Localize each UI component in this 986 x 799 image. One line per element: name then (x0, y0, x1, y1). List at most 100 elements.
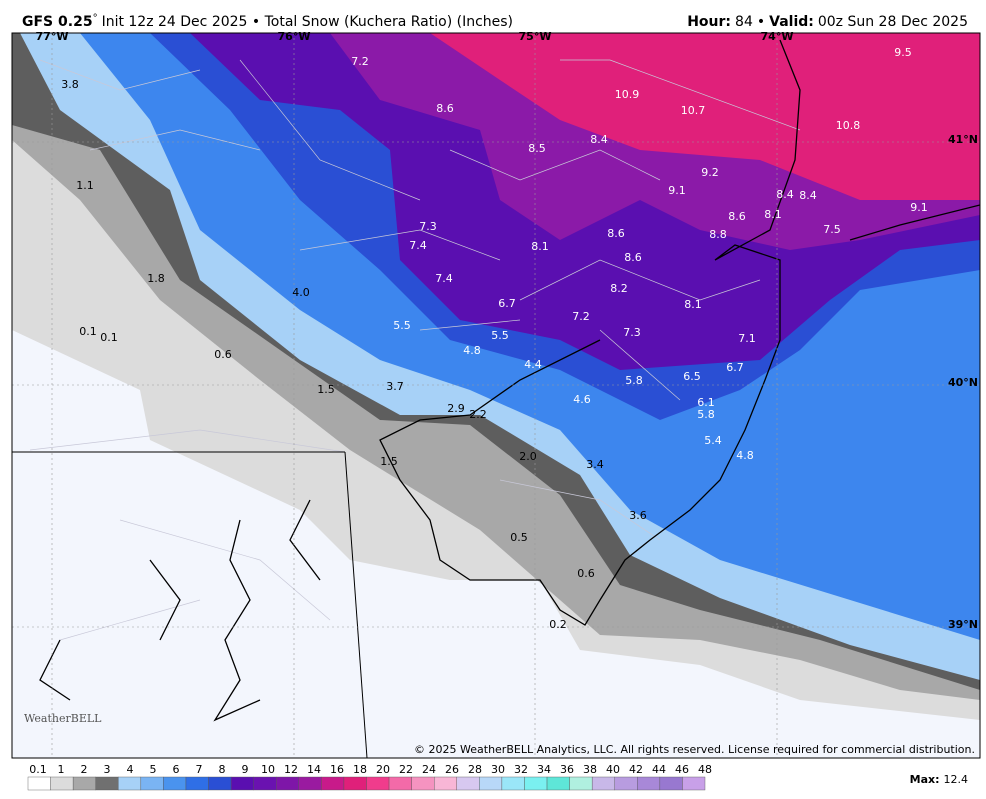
point-value: 2.9 (447, 402, 465, 415)
point-value: 7.2 (572, 310, 590, 323)
colorbar-swatch (95, 776, 119, 791)
point-value: 6.7 (498, 297, 516, 310)
colorbar-swatch (72, 776, 96, 791)
point-value: 7.3 (419, 220, 437, 233)
point-value: 8.8 (709, 228, 727, 241)
colorbar-swatch (163, 776, 187, 791)
colorbar-swatch (50, 776, 74, 791)
colorbar-swatch (682, 776, 706, 791)
colorbar-label: 16 (330, 763, 344, 776)
colorbar-swatch (637, 776, 661, 791)
coastline (39, 499, 321, 722)
point-value: 7.3 (623, 326, 641, 339)
colorbar-swatch (388, 776, 412, 791)
point-value: 8.1 (531, 240, 549, 253)
colorbar-label: 36 (560, 763, 574, 776)
point-value: 9.1 (668, 184, 686, 197)
point-value: 3.7 (386, 380, 404, 393)
colorbar-label: 5 (150, 763, 157, 776)
point-value: 8.6 (624, 251, 642, 264)
point-value: 1.5 (317, 383, 335, 396)
header-left: GFS 0.25° Init 12z 24 Dec 2025 • Total Sn… (22, 13, 513, 30)
colorbar-swatch (366, 776, 390, 791)
colorbar-swatch (185, 776, 209, 791)
valid: 00z Sun 28 Dec 2025 (818, 14, 968, 30)
colorbar-swatch (230, 776, 254, 791)
point-value: 9.5 (894, 46, 912, 59)
colorbar-label: 4 (127, 763, 134, 776)
colorbar-label: 42 (629, 763, 643, 776)
colorbar-swatch (27, 776, 51, 791)
colorbar-label: 24 (422, 763, 436, 776)
point-value: 4.4 (524, 358, 542, 371)
band (430, 33, 980, 200)
colorbar-swatch (253, 776, 277, 791)
separator: • (757, 14, 765, 30)
point-value: 10.8 (836, 119, 861, 132)
graticule-label: 39°N (948, 618, 978, 631)
colorbar-label: 1 (58, 763, 65, 776)
colorbar-label: 10 (261, 763, 275, 776)
graticule-label: 77°W (36, 30, 69, 43)
point-value: 5.8 (625, 374, 643, 387)
logo: WeatherBELL (24, 712, 102, 725)
point-value: 10.9 (615, 88, 640, 101)
point-value: 8.6 (728, 210, 746, 223)
colorbar-swatch (614, 776, 638, 791)
point-value: 8.4 (590, 133, 608, 146)
point-value: 3.4 (586, 458, 604, 471)
colorbar-label: 30 (491, 763, 505, 776)
point-value: 1.5 (380, 455, 398, 468)
copyright: © 2025 WeatherBELL Analytics, LLC. All r… (414, 743, 975, 756)
colorbar-label: 38 (583, 763, 597, 776)
point-value: 8.2 (610, 282, 628, 295)
state-border (344, 451, 368, 758)
point-value: 7.4 (409, 239, 427, 252)
colorbar-label: 48 (698, 763, 712, 776)
point-value: 0.6 (577, 567, 595, 580)
point-value: 8.6 (436, 102, 454, 115)
point-value: 5.5 (491, 329, 509, 342)
graticule-label: 40°N (948, 376, 978, 389)
point-value: 8.4 (776, 188, 794, 201)
colorbar-swatch (140, 776, 164, 791)
colorbar-swatch (118, 776, 142, 791)
point-value: 1.1 (76, 179, 94, 192)
coastline (379, 39, 980, 626)
colorbar-swatch (501, 776, 525, 791)
point-value: 5.5 (393, 319, 411, 332)
colorbar-label: 40 (606, 763, 620, 776)
colorbar-swatch (659, 776, 683, 791)
colorbar-swatch (276, 776, 300, 791)
max: Max: 12.4 (910, 773, 968, 786)
colorbar-label: 12 (284, 763, 298, 776)
header-right: Hour: 84 • Valid: 00z Sun 28 Dec 2025 (687, 14, 968, 30)
colorbar-label: 20 (376, 763, 390, 776)
point-value: 9.1 (910, 201, 928, 214)
point-value: 8.5 (528, 142, 546, 155)
point-value: 8.4 (799, 189, 817, 202)
colorbar-label: 46 (675, 763, 689, 776)
point-value: 4.8 (736, 449, 754, 462)
point-value: 7.1 (738, 332, 756, 345)
colorbar-swatch (569, 776, 593, 791)
description: Init 12z 24 Dec 2025 • Total Snow (Kuche… (102, 14, 513, 30)
graticule-label: 74°W (761, 30, 794, 43)
graticule-label: 41°N (948, 133, 978, 146)
point-value: 9.2 (701, 166, 719, 179)
colorbar-label: 0.1 (29, 763, 47, 776)
point-value: 10.7 (681, 104, 706, 117)
colorbar-swatch (321, 776, 345, 791)
county-lines (29, 59, 801, 641)
point-value: 0.6 (214, 348, 232, 361)
colorbar-label: 18 (353, 763, 367, 776)
point-value: 7.2 (351, 55, 369, 68)
point-value: 5.4 (704, 434, 722, 447)
colorbar-label: 34 (537, 763, 551, 776)
colorbar-swatch (343, 776, 367, 791)
colorbar-label: 28 (468, 763, 482, 776)
colorbar-label: 44 (652, 763, 666, 776)
colorbar-swatch (208, 776, 232, 791)
point-value: 7.4 (435, 272, 453, 285)
